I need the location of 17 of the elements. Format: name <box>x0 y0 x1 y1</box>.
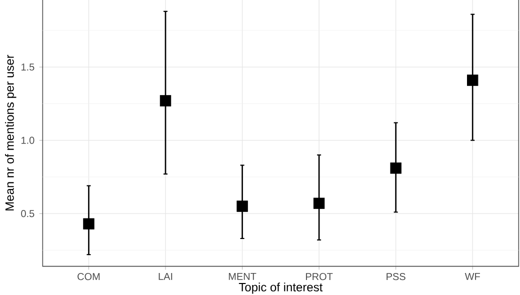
x-axis-title: Topic of interest <box>238 282 323 294</box>
x-tick-label: PSS <box>386 273 406 280</box>
y-tick-label: 1.5 <box>21 64 34 71</box>
x-tick-label: WF <box>464 273 480 280</box>
point <box>236 200 248 212</box>
x-tick-label: MENT <box>228 273 256 280</box>
point <box>390 162 402 174</box>
x-tick-label: COM <box>78 273 100 280</box>
x-tick-label: LAI <box>158 273 172 280</box>
y-tick-label: 0.5 <box>21 210 34 218</box>
x-tick-label: PROT <box>306 273 333 280</box>
point <box>160 95 172 106</box>
y-axis-title: Mean nr of mentions per user <box>5 54 16 210</box>
point <box>313 198 325 209</box>
point <box>466 74 478 86</box>
y-tick-label: 1.0 <box>21 136 34 144</box>
point <box>83 218 94 230</box>
